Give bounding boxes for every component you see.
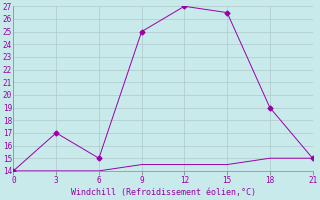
X-axis label: Windchill (Refroidissement éolien,°C): Windchill (Refroidissement éolien,°C): [70, 188, 255, 197]
